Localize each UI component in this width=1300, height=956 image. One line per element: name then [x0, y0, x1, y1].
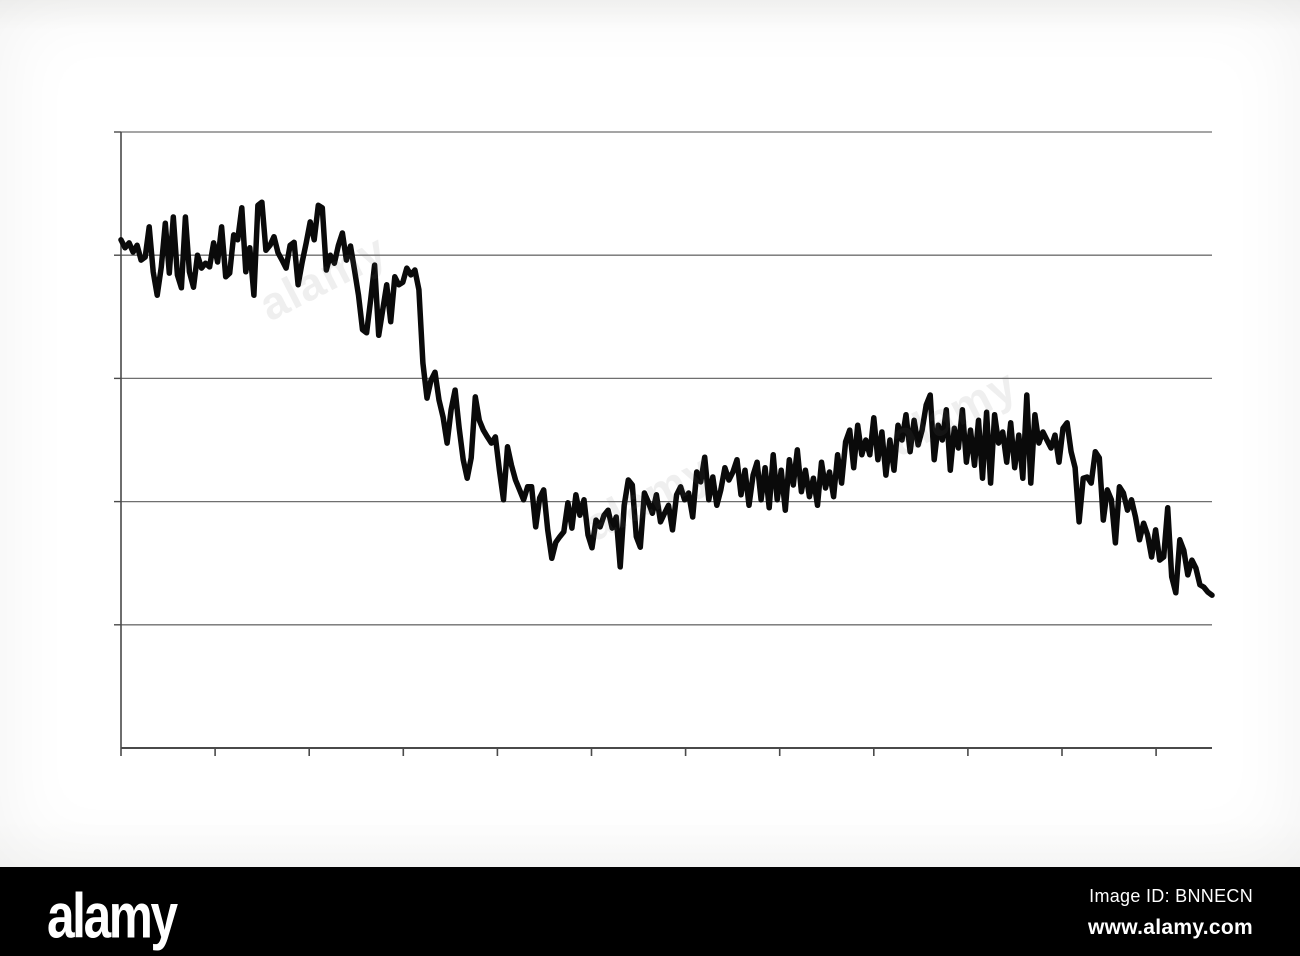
alamy-footer-bar: alamy Image ID: BNNECN www.alamy.com	[0, 867, 1300, 956]
line-chart	[114, 131, 1215, 756]
image-id-text: Image ID: BNNECN	[1089, 885, 1253, 906]
alamy-logo: alamy	[47, 880, 178, 952]
alamy-url-text: www.alamy.com	[1088, 915, 1253, 939]
stock-photo-area: alamy alamy alamy	[0, 0, 1300, 867]
footer-meta: Image ID: BNNECN www.alamy.com	[1088, 886, 1253, 940]
